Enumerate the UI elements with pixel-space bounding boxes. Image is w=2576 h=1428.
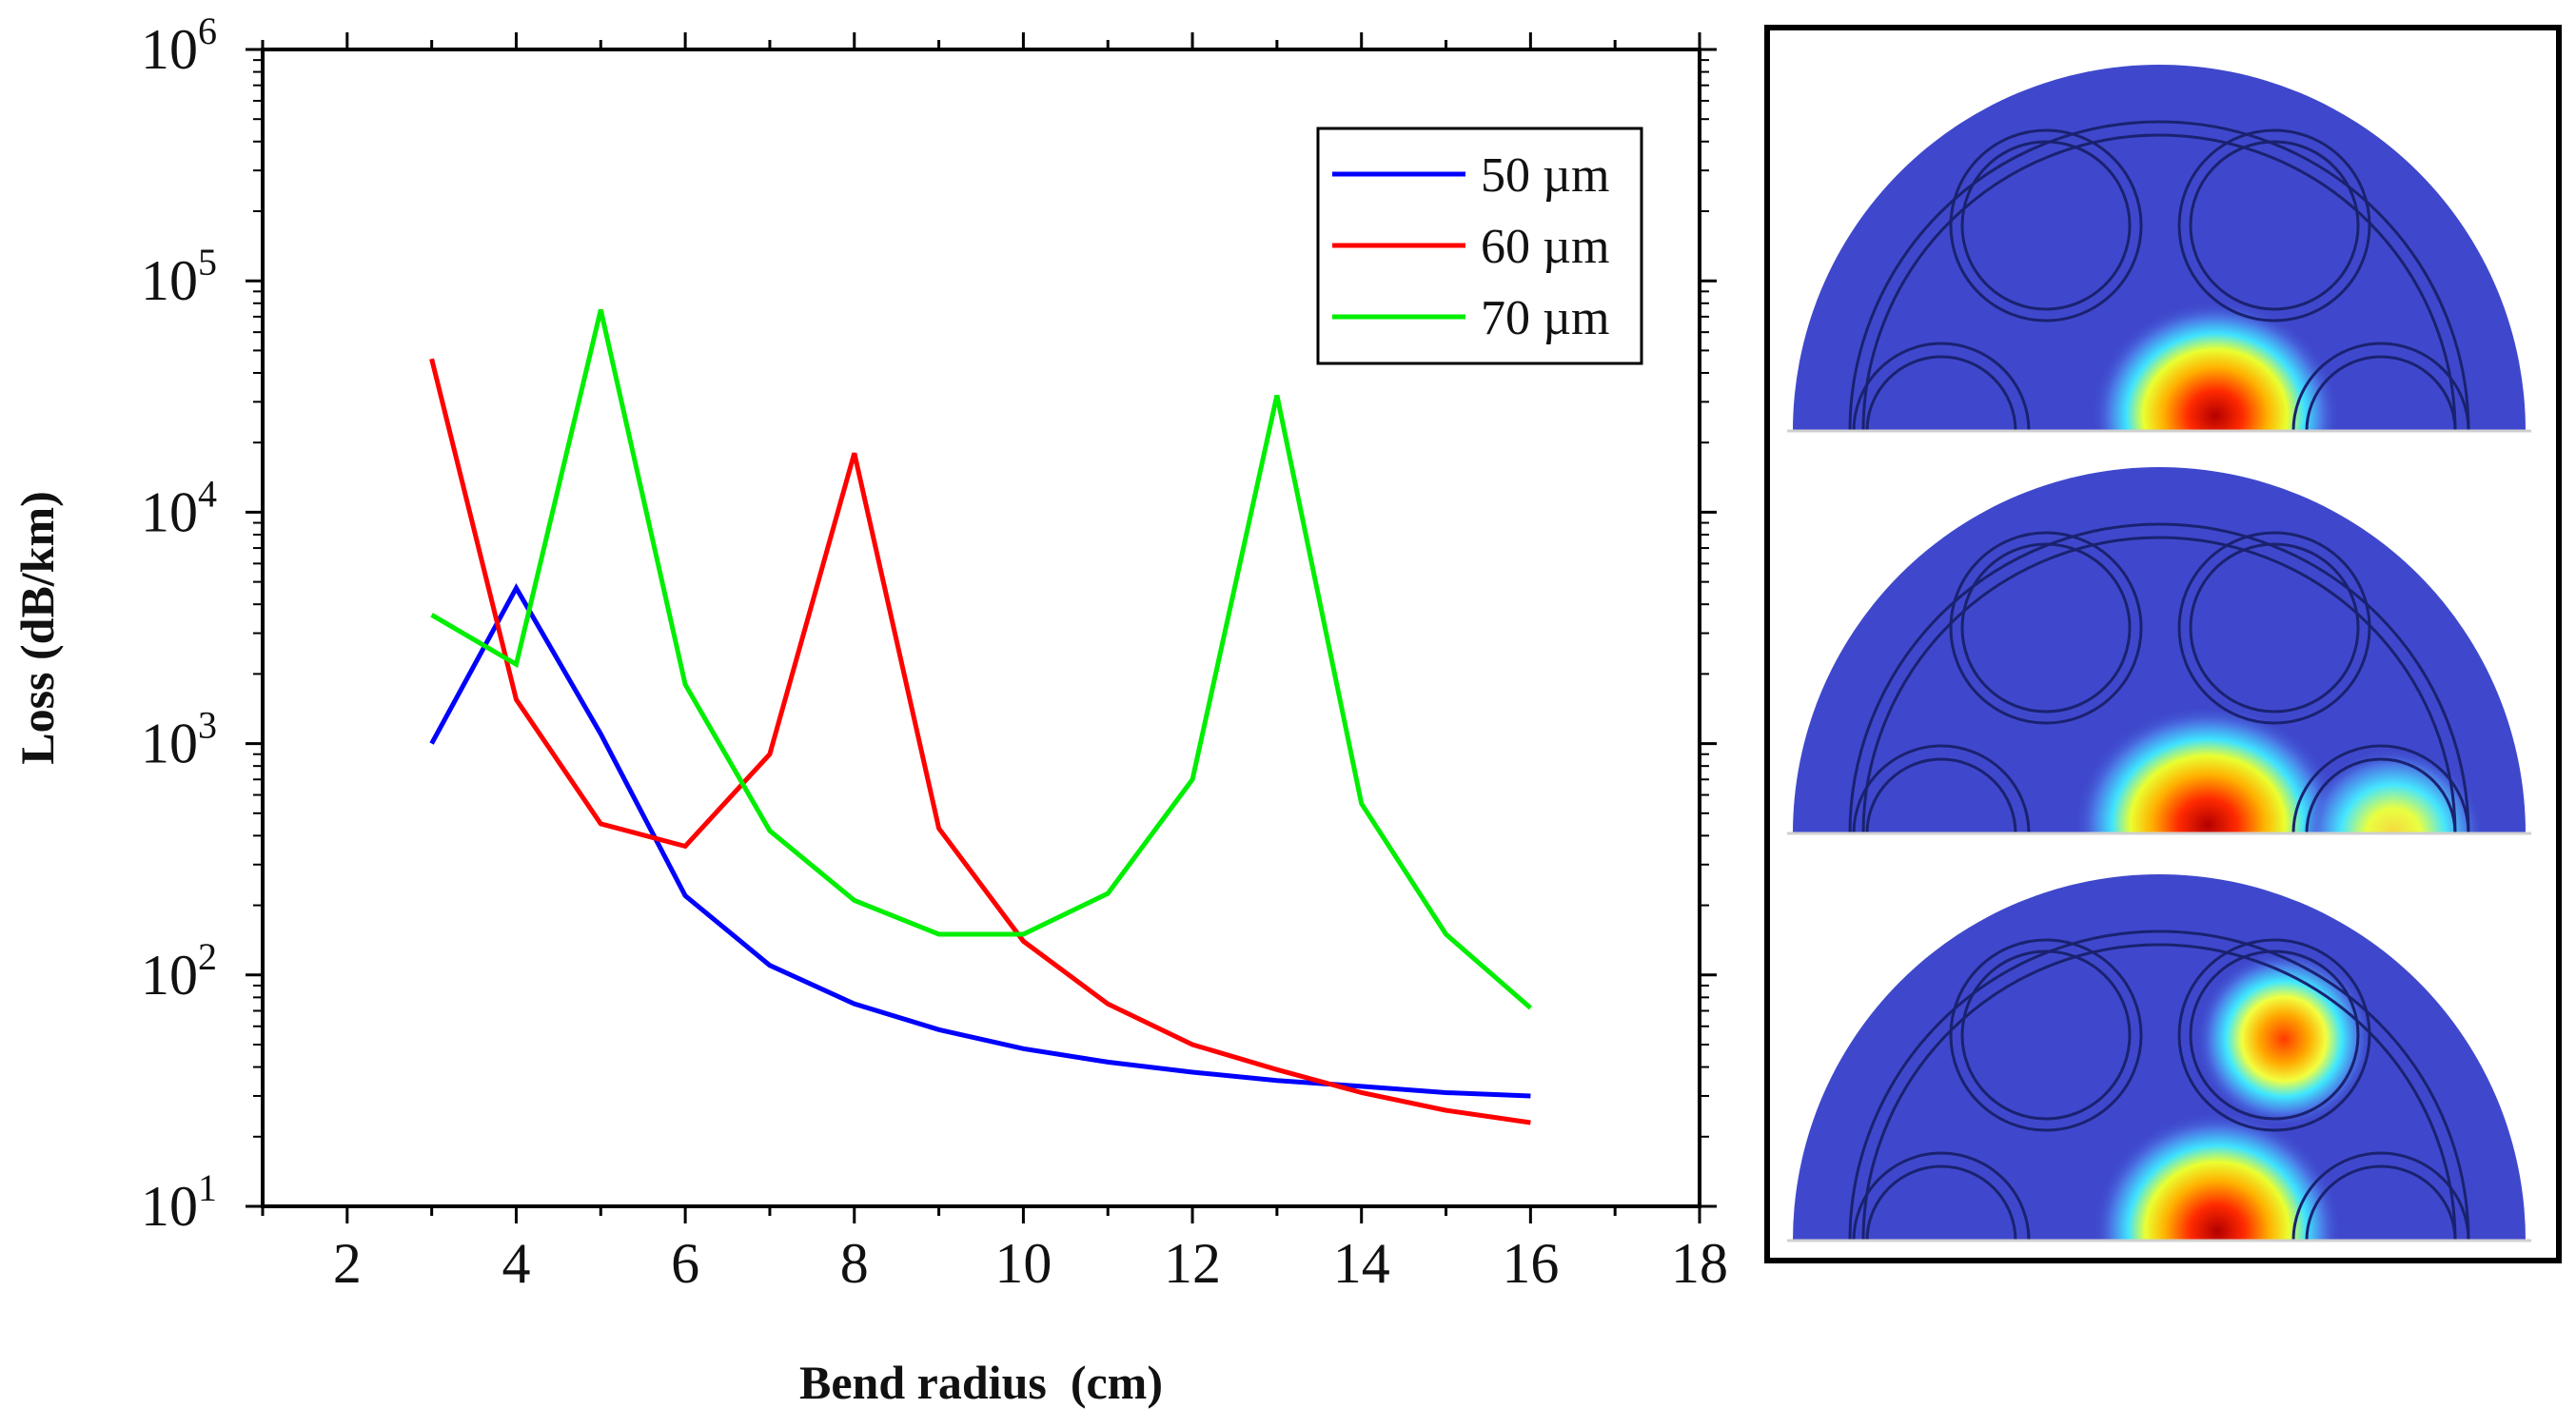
x-tick-label: 10 <box>994 1232 1052 1295</box>
y-axis: 101 102 103 104 105 106 <box>141 10 1717 1238</box>
series-line-2 <box>429 358 1531 1125</box>
x-tick-label: 2 <box>333 1232 362 1295</box>
y-tick-label: 104 <box>141 472 217 543</box>
x-tick-label: 16 <box>1502 1232 1559 1295</box>
series-lines <box>429 309 1533 1125</box>
y-tick-label: 105 <box>141 241 217 312</box>
mode-panel-2 <box>1787 467 2531 835</box>
legend: 50 µm 60 µm 70 µm <box>1316 127 1643 365</box>
x-tick-label: 4 <box>501 1232 530 1295</box>
x-tick-label: 18 <box>1671 1232 1728 1295</box>
y-tick-label: 102 <box>141 935 217 1007</box>
legend-label-2: 60 µm <box>1481 220 1609 274</box>
x-axis: 2 4 6 8 10 12 14 16 18 <box>261 32 1728 1295</box>
y-tick-label: 106 <box>141 10 217 81</box>
y-axis-title: Loss (dB/km) <box>10 491 64 765</box>
mode-panel-3 <box>1787 874 2531 1242</box>
x-tick-label: 8 <box>840 1232 869 1295</box>
series-line-3 <box>430 309 1533 1010</box>
legend-label-3: 70 µm <box>1481 291 1609 345</box>
series-line-1 <box>429 582 1531 1099</box>
mode-field-panels <box>1764 25 2562 1263</box>
legend-label-1: 50 µm <box>1481 148 1609 203</box>
x-tick-label: 6 <box>671 1232 699 1295</box>
y-tick-label: 103 <box>141 704 217 775</box>
x-tick-label: 14 <box>1333 1232 1390 1295</box>
mode-panel-1 <box>1787 65 2531 433</box>
mode-panels-svg <box>1787 65 2531 1242</box>
x-tick-label: 12 <box>1164 1232 1221 1295</box>
x-axis-title: Bend radius (cm) <box>799 1356 1163 1409</box>
y-tick-label: 101 <box>141 1166 217 1238</box>
